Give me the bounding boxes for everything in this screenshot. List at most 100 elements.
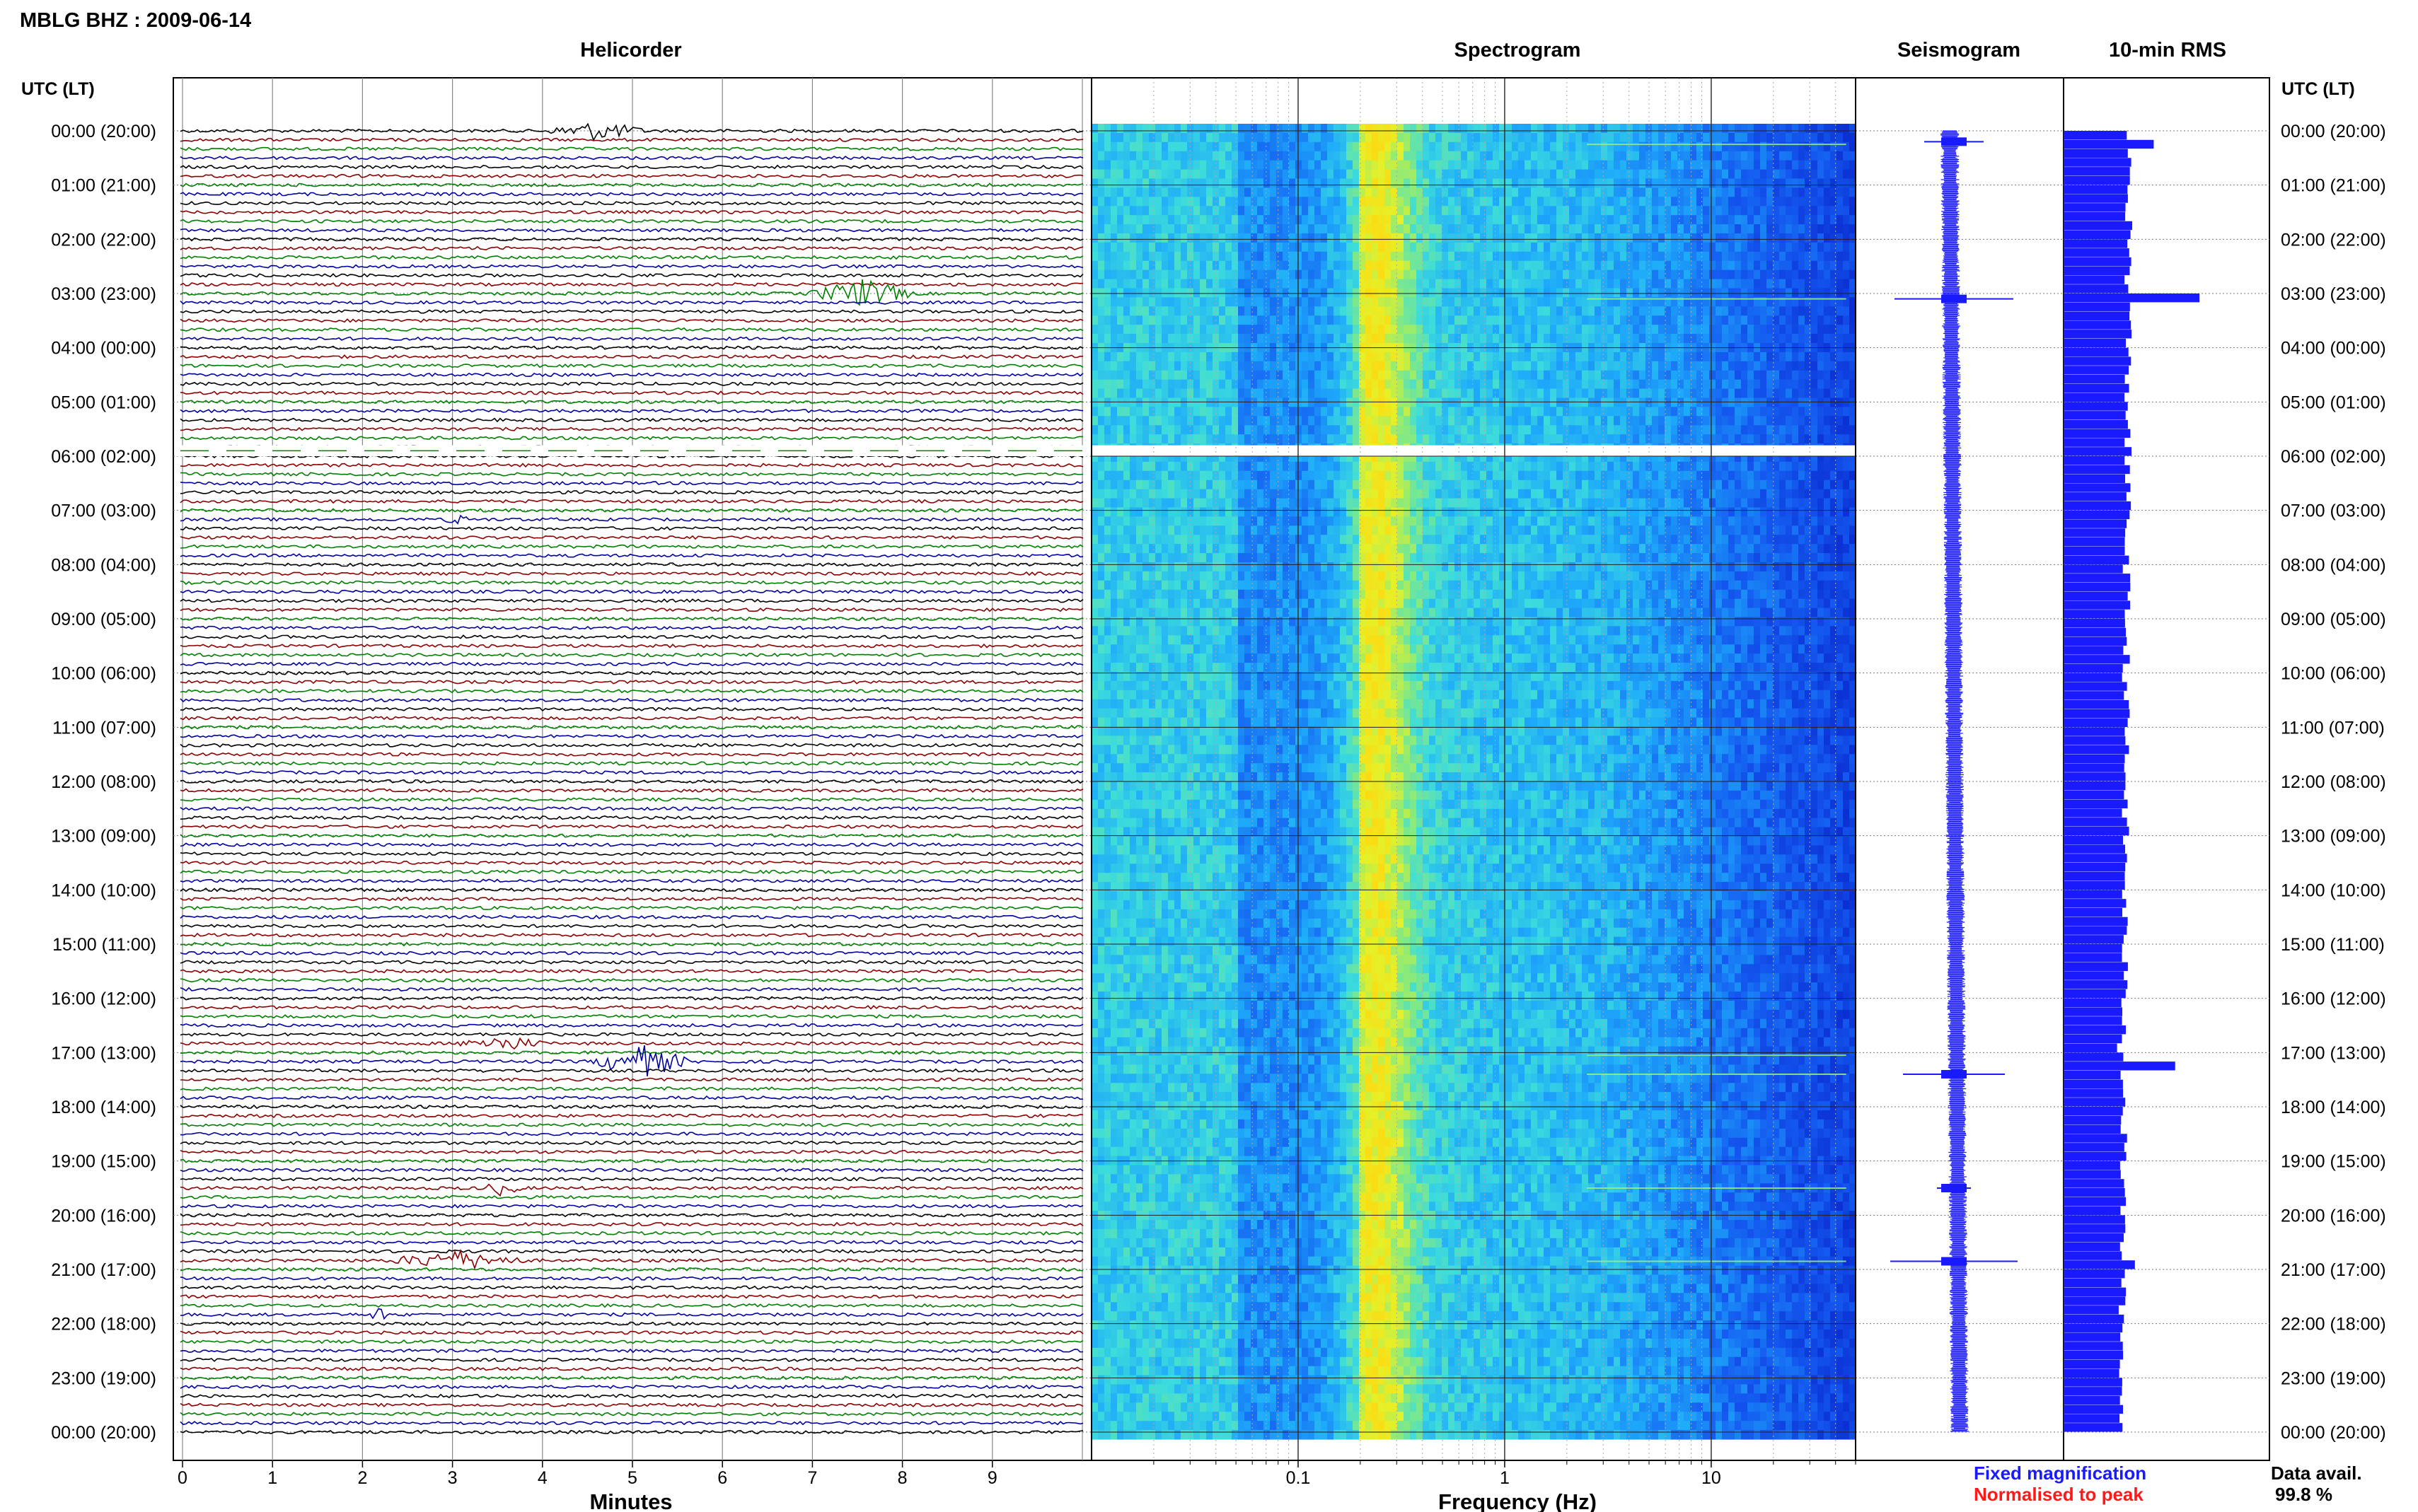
x-tick-label: 3 xyxy=(448,1468,458,1488)
helicorder-trace xyxy=(180,1251,1083,1269)
time-label-left: 20:00 (16:00) xyxy=(51,1206,156,1226)
rms-bar xyxy=(2064,284,2128,293)
helicorder-trace xyxy=(180,1096,1083,1099)
helicorder-trace xyxy=(180,879,1083,882)
rms-title: 10-min RMS xyxy=(2109,39,2226,62)
helicorder-trace xyxy=(180,1024,1083,1027)
helicorder-trace xyxy=(180,220,1083,223)
helicorder-trace xyxy=(180,861,1083,864)
rms-bar xyxy=(2064,755,2125,763)
rms-bar xyxy=(2064,691,2124,699)
rms-bar xyxy=(2064,492,2127,501)
rms-bar xyxy=(2064,1116,2121,1124)
helicorder-trace xyxy=(180,1241,1083,1244)
rms-bar xyxy=(2064,655,2130,663)
time-label-left: 12:00 (08:00) xyxy=(51,772,156,792)
time-label-right: 15:00 (11:00) xyxy=(2281,935,2385,955)
helicorder-trace xyxy=(180,979,1083,982)
helicorder-trace xyxy=(180,1223,1083,1226)
rms-bar xyxy=(2064,1134,2127,1142)
time-label-left: 23:00 (19:00) xyxy=(51,1368,156,1388)
helicorder-trace xyxy=(180,228,1083,231)
time-label-left: 18:00 (14:00) xyxy=(51,1098,156,1117)
time-label-right: 12:00 (08:00) xyxy=(2281,772,2386,792)
time-label-right: 19:00 (15:00) xyxy=(2281,1152,2386,1172)
rms-bar xyxy=(2064,556,2129,564)
x-tick-label: 8 xyxy=(898,1468,908,1488)
rms-bar xyxy=(2064,384,2129,392)
time-label-right: 20:00 (16:00) xyxy=(2281,1206,2386,1226)
helicorder-trace xyxy=(180,383,1083,385)
time-label-right: 06:00 (02:00) xyxy=(2281,447,2386,467)
time-label-left: 00:00 (20:00) xyxy=(51,122,156,141)
rms-bar xyxy=(2064,212,2125,221)
rms-bar xyxy=(2064,257,2131,266)
rms-bar xyxy=(2064,519,2127,528)
helicorder-trace xyxy=(180,1431,1083,1434)
helicorder-trace xyxy=(180,1340,1083,1343)
rms-bar xyxy=(2064,935,2124,943)
helicorder-trace xyxy=(180,238,1083,240)
rms-bar xyxy=(2064,547,2125,555)
helicorder-trace xyxy=(180,202,1083,204)
helicorder-trace xyxy=(180,165,1083,168)
rms-bar xyxy=(2064,953,2122,962)
helicorder-trace xyxy=(180,1412,1083,1415)
time-label-left: 22:00 (18:00) xyxy=(51,1315,156,1334)
rms-bar xyxy=(2064,1125,2121,1134)
rms-bar xyxy=(2064,1025,2126,1034)
time-label-left: 05:00 (01:00) xyxy=(51,392,156,412)
helicorder-trace xyxy=(180,653,1083,656)
legend-normalised: Normalised to peak xyxy=(1974,1484,2144,1505)
time-label-right: 05:00 (01:00) xyxy=(2281,392,2386,412)
rms-bar xyxy=(2064,827,2129,835)
time-label-right: 08:00 (04:00) xyxy=(2281,555,2386,575)
time-label-left: 19:00 (15:00) xyxy=(51,1152,156,1172)
time-label-right: 23:00 (19:00) xyxy=(2281,1368,2386,1388)
rms-bar xyxy=(2064,1351,2123,1359)
rms-bar xyxy=(2064,330,2131,338)
time-label-left: 00:00 (20:00) xyxy=(51,1423,156,1443)
time-label-left: 15:00 (11:00) xyxy=(52,935,156,955)
rms-bar xyxy=(2064,564,2123,573)
rms-bar xyxy=(2064,628,2126,636)
time-label-right: 17:00 (13:00) xyxy=(2281,1043,2386,1063)
helicorder-trace xyxy=(180,554,1083,557)
seismogram-burst xyxy=(1941,295,1967,303)
rms-bar xyxy=(2064,664,2123,673)
rms-bar xyxy=(2064,1179,2124,1187)
time-label-right: 16:00 (12:00) xyxy=(2281,989,2386,1009)
helicorder-trace xyxy=(180,337,1083,340)
spectrogram-panel xyxy=(1092,78,1856,1460)
rms-bar xyxy=(2064,1342,2123,1350)
helicorder-trace xyxy=(180,139,1083,141)
seismogram-burst xyxy=(1941,137,1967,146)
rms-bar xyxy=(2064,140,2153,149)
rms-bar xyxy=(2064,963,2128,971)
rms-bar xyxy=(2064,239,2127,248)
rms-bar xyxy=(2064,818,2127,826)
rms-bar xyxy=(2064,176,2130,185)
time-label-right: 11:00 (07:00) xyxy=(2281,718,2385,738)
rms-bar xyxy=(2064,646,2123,654)
helicorder-trace xyxy=(180,1141,1083,1144)
helicorder-trace xyxy=(180,301,1083,304)
time-label-right: 18:00 (14:00) xyxy=(2281,1098,2386,1117)
rms-bar xyxy=(2064,402,2128,410)
helicorder-trace xyxy=(180,816,1083,819)
rms-bar xyxy=(2064,600,2130,609)
left-tz-label: UTC (LT) xyxy=(21,79,95,99)
rms-bar xyxy=(2064,1414,2119,1422)
time-label-left: 21:00 (17:00) xyxy=(51,1260,156,1280)
helicorder-trace xyxy=(180,1033,1083,1036)
helicorder-trace xyxy=(180,1123,1083,1126)
time-label-left: 16:00 (12:00) xyxy=(51,989,156,1009)
time-label-left: 09:00 (05:00) xyxy=(51,610,156,629)
helicorder-trace xyxy=(180,545,1083,548)
helicorder-trace xyxy=(180,1115,1083,1117)
helicorder-trace xyxy=(180,156,1083,159)
helicorder-trace xyxy=(180,599,1083,602)
rms-bar xyxy=(2064,1269,2125,1278)
rms-bar xyxy=(2064,456,2124,465)
rms-bar xyxy=(2064,863,2125,871)
